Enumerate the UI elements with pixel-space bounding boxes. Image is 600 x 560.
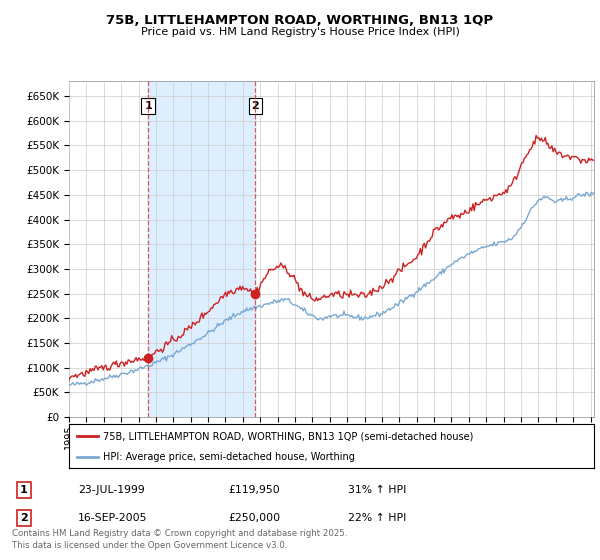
- Text: 16-SEP-2005: 16-SEP-2005: [78, 513, 148, 523]
- Text: 2: 2: [20, 513, 28, 523]
- Text: Contains HM Land Registry data © Crown copyright and database right 2025.
This d: Contains HM Land Registry data © Crown c…: [12, 529, 347, 550]
- Text: 75B, LITTLEHAMPTON ROAD, WORTHING, BN13 1QP (semi-detached house): 75B, LITTLEHAMPTON ROAD, WORTHING, BN13 …: [103, 431, 473, 441]
- Text: 1: 1: [20, 485, 28, 495]
- Text: £119,950: £119,950: [228, 485, 280, 495]
- Text: 22% ↑ HPI: 22% ↑ HPI: [348, 513, 406, 523]
- Text: £250,000: £250,000: [228, 513, 280, 523]
- Bar: [148, 81, 255, 417]
- Text: 2: 2: [251, 101, 259, 111]
- Text: HPI: Average price, semi-detached house, Worthing: HPI: Average price, semi-detached house,…: [103, 452, 355, 461]
- Text: Price paid vs. HM Land Registry's House Price Index (HPI): Price paid vs. HM Land Registry's House …: [140, 27, 460, 37]
- Text: 75B, LITTLEHAMPTON ROAD, WORTHING, BN13 1QP: 75B, LITTLEHAMPTON ROAD, WORTHING, BN13 …: [106, 14, 494, 27]
- Text: 23-JUL-1999: 23-JUL-1999: [78, 485, 145, 495]
- Text: 1: 1: [144, 101, 152, 111]
- Text: 31% ↑ HPI: 31% ↑ HPI: [348, 485, 406, 495]
